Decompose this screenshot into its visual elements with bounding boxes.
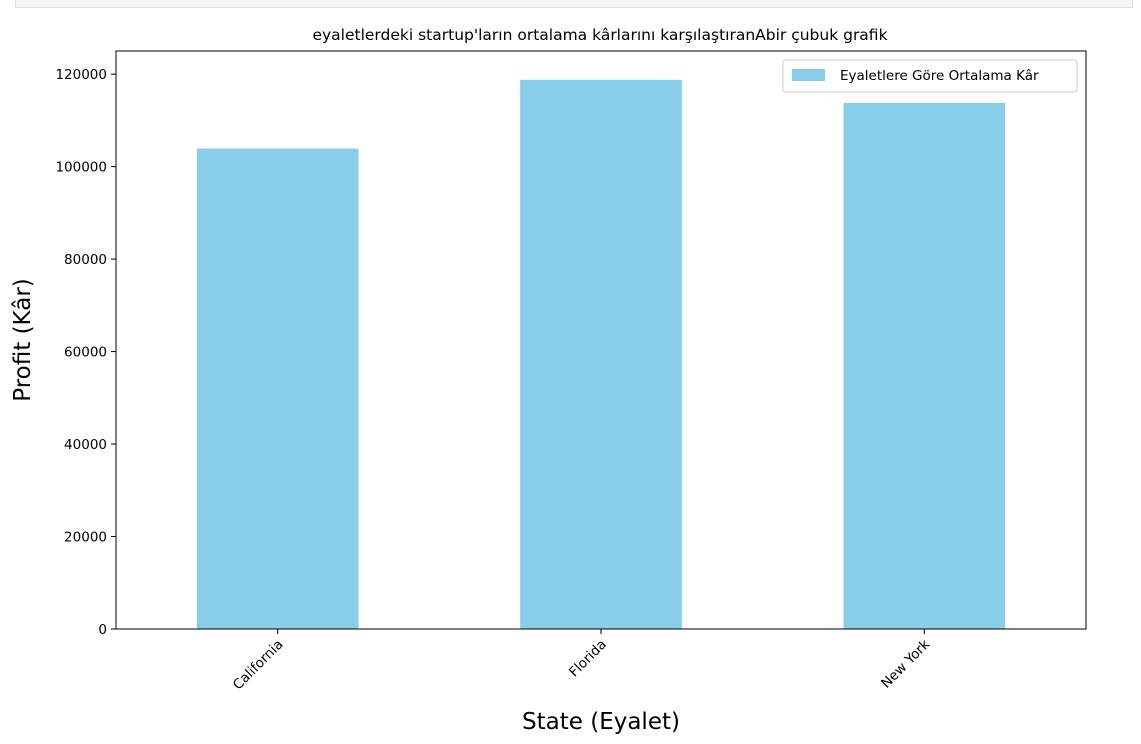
legend-box: [782, 59, 1078, 93]
x-tick-label-florida: Florida: [566, 637, 610, 681]
legend: Eyaletlere Göre Ortalama Kâr: [782, 59, 1078, 93]
bar-california: [196, 148, 359, 629]
y-tick-label: 0: [98, 622, 107, 638]
bars-group: [196, 79, 1006, 630]
output-cell-top-border: [15, 0, 1133, 8]
bar-new-york: [843, 102, 1006, 630]
y-tick-label: 60000: [64, 345, 107, 361]
y-tick-label: 120000: [55, 67, 107, 83]
axes-frame: [115, 50, 1087, 630]
x-axis: California Florida New York: [230, 629, 933, 693]
x-tick-label-new-york: New York: [878, 636, 933, 691]
y-tick-label: 100000: [55, 160, 107, 176]
legend-swatch: [792, 69, 825, 81]
y-tick-label: 20000: [64, 530, 107, 546]
y-tick-label: 40000: [64, 437, 107, 453]
y-axis-label: Profit (Kâr): [10, 278, 36, 401]
y-axis: 0 20000 40000 60000 80000 100000 120000: [55, 67, 116, 638]
legend-label: Eyaletlere Göre Ortalama Kâr: [840, 68, 1039, 84]
y-tick-label: 80000: [64, 252, 107, 268]
chart-title: eyaletlerdeki startup'ların ortalama kâr…: [312, 26, 887, 44]
x-tick-label-california: California: [230, 637, 287, 694]
x-axis-label: State (Eyalet): [522, 709, 680, 735]
bar-florida: [520, 79, 682, 630]
